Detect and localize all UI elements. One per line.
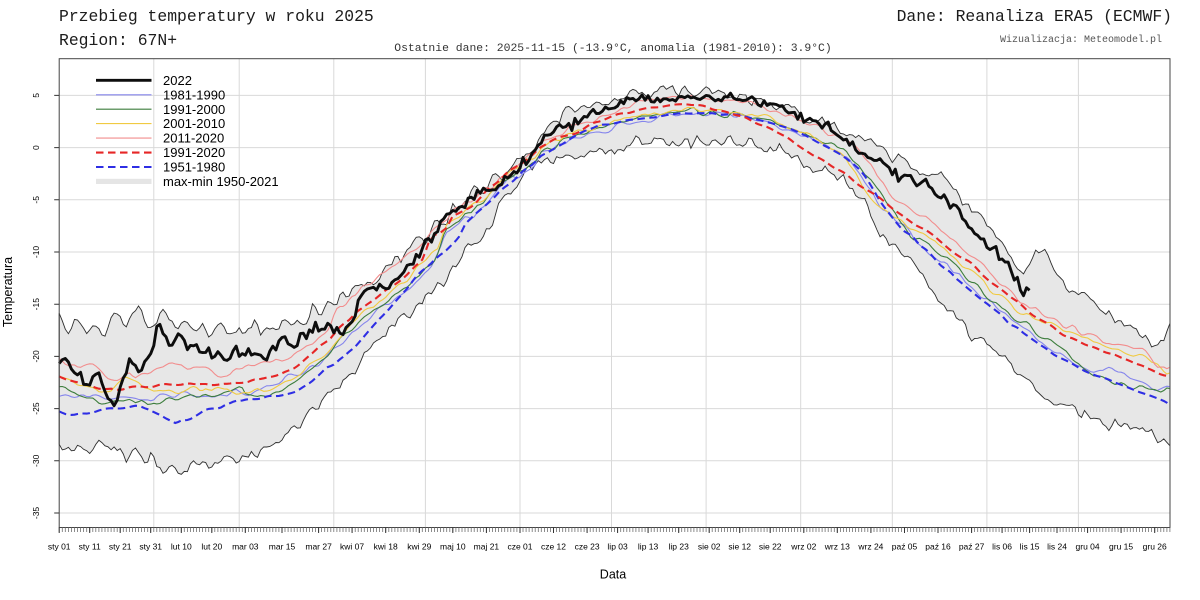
svg-text:1981-1990: 1981-1990: [163, 87, 225, 102]
svg-text:kwi 29: kwi 29: [407, 542, 431, 552]
svg-text:mar 15: mar 15: [269, 542, 296, 552]
svg-text:cze 23: cze 23: [575, 542, 600, 552]
svg-text:sie 22: sie 22: [759, 542, 782, 552]
svg-text:-10: -10: [31, 246, 41, 259]
svg-text:lut 10: lut 10: [171, 542, 192, 552]
svg-text:max-min 1950-2021: max-min 1950-2021: [163, 174, 279, 189]
svg-text:lip 03: lip 03: [607, 542, 628, 552]
svg-text:Wizualizacja: Meteomodel.pl: Wizualizacja: Meteomodel.pl: [1000, 34, 1162, 46]
svg-text:lip 13: lip 13: [638, 542, 659, 552]
svg-text:-35: -35: [31, 507, 41, 520]
svg-text:kwi 18: kwi 18: [374, 542, 398, 552]
svg-text:1951-1980: 1951-1980: [163, 160, 225, 175]
svg-text:-15: -15: [31, 298, 41, 311]
svg-text:lut 20: lut 20: [201, 542, 222, 552]
svg-text:gru 26: gru 26: [1143, 542, 1167, 552]
svg-text:wrz 24: wrz 24: [857, 542, 883, 552]
svg-text:maj 21: maj 21: [474, 542, 500, 552]
svg-text:mar 27: mar 27: [305, 542, 332, 552]
svg-text:2011-2020: 2011-2020: [163, 131, 224, 146]
svg-text:-5: -5: [31, 196, 41, 204]
svg-text:sty 11: sty 11: [79, 542, 101, 552]
svg-text:2001-2010: 2001-2010: [163, 116, 225, 131]
svg-text:0: 0: [31, 145, 41, 150]
svg-text:paź 05: paź 05: [892, 542, 918, 552]
svg-text:sie 12: sie 12: [728, 542, 751, 552]
svg-text:gru 15: gru 15: [1109, 542, 1133, 552]
svg-text:Ostatnie dane: 2025-11-15 (-13: Ostatnie dane: 2025-11-15 (-13.9°C, anom…: [394, 43, 831, 55]
svg-text:wrz 02: wrz 02: [790, 542, 816, 552]
svg-text:Przebieg temperatury w roku 20: Przebieg temperatury w roku 2025: [59, 7, 374, 26]
svg-text:2022: 2022: [163, 73, 192, 88]
svg-text:kwi 07: kwi 07: [340, 542, 364, 552]
svg-text:sty 31: sty 31: [139, 542, 162, 552]
svg-text:-30: -30: [31, 454, 41, 467]
svg-text:cze 01: cze 01: [507, 542, 532, 552]
svg-text:sty 21: sty 21: [109, 542, 132, 552]
svg-text:sty 01: sty 01: [48, 542, 71, 552]
svg-text:5: 5: [31, 93, 41, 98]
svg-text:1991-2000: 1991-2000: [163, 102, 225, 117]
svg-text:wrz 13: wrz 13: [824, 542, 850, 552]
svg-text:paź 16: paź 16: [925, 542, 951, 552]
svg-text:lis 06: lis 06: [992, 542, 1012, 552]
svg-text:-25: -25: [31, 402, 41, 415]
svg-text:mar 03: mar 03: [232, 542, 259, 552]
svg-text:lip 23: lip 23: [669, 542, 690, 552]
svg-text:lis 15: lis 15: [1020, 542, 1040, 552]
svg-text:lis 24: lis 24: [1047, 542, 1067, 552]
svg-text:cze 12: cze 12: [541, 542, 566, 552]
svg-text:gru 04: gru 04: [1076, 542, 1100, 552]
svg-text:sie 02: sie 02: [698, 542, 721, 552]
svg-text:1991-2020: 1991-2020: [163, 145, 225, 160]
svg-text:Region: 67N+: Region: 67N+: [59, 31, 177, 50]
svg-text:Temperatura: Temperatura: [1, 257, 15, 327]
svg-text:Data: Data: [600, 568, 626, 582]
svg-text:-20: -20: [31, 350, 41, 363]
svg-text:paź 27: paź 27: [959, 542, 985, 552]
svg-text:maj 10: maj 10: [440, 542, 466, 552]
svg-text:Dane: Reanaliza ERA5 (ECMWF): Dane: Reanaliza ERA5 (ECMWF): [897, 7, 1172, 26]
